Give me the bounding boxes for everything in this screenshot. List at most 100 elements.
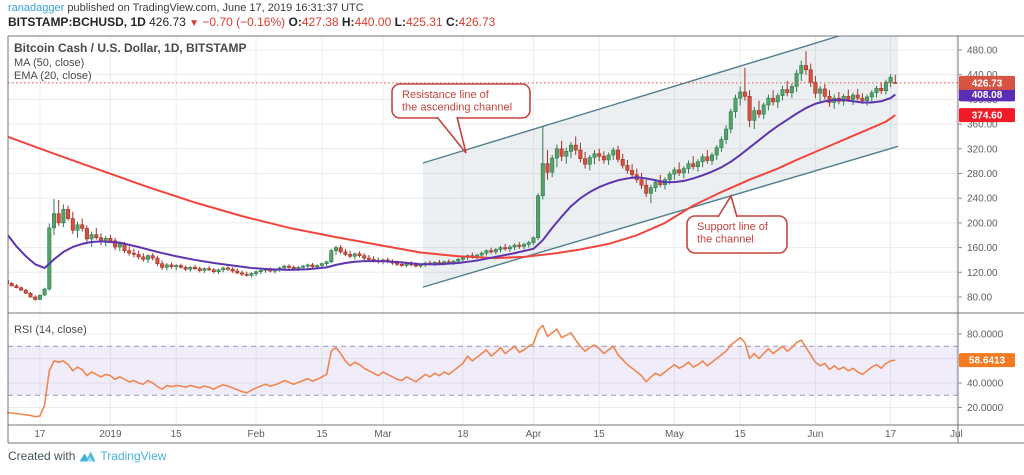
- rsi-band-fill: [8, 346, 958, 396]
- candle-body: [70, 218, 75, 231]
- time-axis: 17 2019 15 Feb 15 Mar 18 Apr 15 May 15 Jun 17 Jul: [34, 429, 962, 440]
- ema-value-badge: 408.08: [959, 87, 1015, 102]
- channel-support-line: [422, 145, 899, 288]
- candle-body: [761, 104, 766, 115]
- high-label: H:: [341, 15, 355, 29]
- main-pane-legend: Bitcoin Cash / U.S. Dollar, 1D, BITSTAMP…: [14, 41, 246, 82]
- candle-body: [56, 213, 61, 224]
- candle-body: [80, 224, 85, 229]
- candle-body: [846, 96, 851, 100]
- candle-body: [207, 268, 212, 271]
- candle-body: [489, 250, 494, 253]
- ema-20-line: [8, 93, 896, 271]
- candle-body: [33, 296, 38, 300]
- candle-body: [51, 213, 56, 229]
- candle-body: [597, 153, 602, 157]
- candle-body: [216, 269, 221, 272]
- candle-body: [240, 272, 245, 275]
- candle-body: [315, 265, 320, 268]
- ema-value-badge-text: 408.08: [972, 90, 1003, 101]
- ma-legend: MA (50, close): [14, 57, 85, 69]
- candle-body: [738, 91, 743, 99]
- candle-body: [615, 149, 620, 160]
- price-tick-label: 320.00: [967, 144, 998, 155]
- candle-body: [709, 154, 714, 161]
- candle-body: [456, 259, 461, 262]
- candle-body: [808, 69, 813, 83]
- candle-body: [324, 261, 329, 264]
- candle-body: [254, 271, 259, 274]
- candle-body: [282, 265, 287, 269]
- candle-body: [874, 87, 879, 93]
- price-tick-label: 120.00: [967, 268, 998, 279]
- candle-body: [498, 247, 503, 250]
- arrow-down-icon: ▼: [189, 18, 200, 29]
- candle-body: [37, 294, 42, 300]
- candle-body: [19, 287, 24, 291]
- candle-body: [822, 88, 827, 97]
- candle-body: [310, 264, 315, 268]
- candle-body: [94, 234, 99, 239]
- candle-body: [507, 246, 512, 250]
- callout-text: Resistance line of: [402, 89, 490, 101]
- last-price-badge-bg: [959, 75, 1015, 90]
- callout-tail: [717, 194, 738, 218]
- rsi-tick-label: 20.0000: [967, 403, 1004, 414]
- channel-fill: [422, 36, 899, 288]
- candle-body: [691, 163, 696, 168]
- candle-body: [150, 255, 155, 259]
- candle-body: [211, 269, 216, 272]
- candle-body: [724, 128, 729, 140]
- price-tick-label: 240.00: [967, 194, 998, 205]
- price-tick-label: 360.00: [967, 120, 998, 131]
- candle-body: [583, 158, 588, 165]
- close-label: C:: [445, 15, 459, 29]
- candle-body: [413, 264, 418, 267]
- candle-body: [155, 257, 160, 264]
- candle-body: [235, 270, 240, 274]
- candle-body: [813, 81, 818, 94]
- candle-body: [860, 97, 865, 101]
- candle-body: [550, 157, 555, 173]
- tradingview-brand-link[interactable]: TradingView: [100, 449, 167, 463]
- candle-body: [775, 95, 780, 103]
- time-tick-label: Apr: [526, 429, 542, 440]
- callout-tail: [436, 116, 467, 154]
- author-link[interactable]: ranadagger: [8, 2, 65, 14]
- candle-body: [146, 255, 151, 260]
- candle-body: [545, 163, 550, 173]
- candle-body: [865, 96, 870, 101]
- candle-body: [554, 148, 559, 159]
- candle-body: [9, 283, 14, 287]
- candle-body: [42, 288, 47, 296]
- candle-body: [733, 97, 738, 113]
- last-price-badge-text: 426.73: [972, 78, 1003, 89]
- open-label: O:: [288, 15, 302, 29]
- candle-body: [803, 65, 808, 71]
- chart-title: Bitcoin Cash / U.S. Dollar, 1D, BITSTAMP: [14, 41, 247, 55]
- candle-body: [286, 265, 291, 268]
- candle-body: [883, 81, 888, 92]
- time-tick-label: 15: [594, 429, 606, 440]
- candle-body: [291, 267, 296, 269]
- candle-body: [780, 89, 785, 96]
- candle-body: [653, 181, 658, 189]
- time-tick-label: Mar: [374, 429, 392, 440]
- rsi-legend: RSI (14, close): [14, 324, 87, 336]
- candle-body: [799, 65, 804, 74]
- candle-body: [127, 250, 132, 254]
- rsi-band: [8, 345, 958, 396]
- candle-body: [606, 154, 611, 161]
- candle-body: [728, 111, 733, 130]
- candle-body: [677, 169, 682, 174]
- candle-body: [395, 262, 400, 265]
- candle-body: [559, 148, 564, 157]
- candle-body: [747, 96, 752, 121]
- candle-body: [756, 110, 761, 115]
- candle-body: [752, 110, 757, 121]
- candle-body: [230, 268, 235, 272]
- candle-body: [766, 97, 771, 106]
- candle-body: [305, 264, 310, 267]
